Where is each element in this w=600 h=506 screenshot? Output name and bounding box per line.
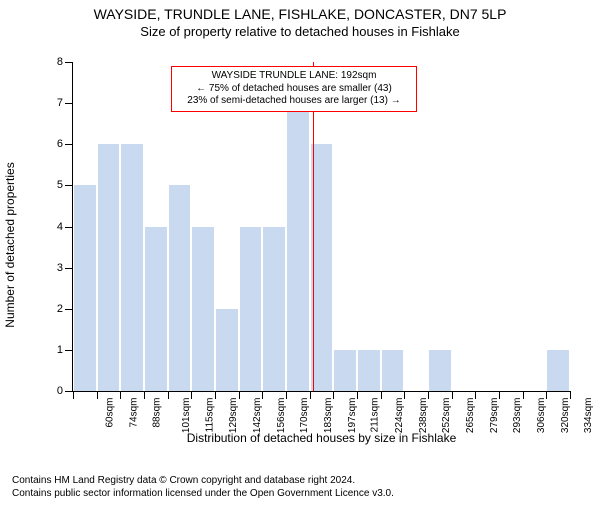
page-title: WAYSIDE, TRUNDLE LANE, FISHLAKE, DONCAST… [0,6,600,22]
x-tick [523,391,524,399]
y-axis-label: Number of detached properties [3,162,17,327]
x-tick-label: 238sqm [418,398,429,434]
bar [74,185,96,391]
x-tick [168,391,169,399]
y-tick-label: 5 [47,179,63,191]
x-tick-label: 60sqm [104,398,115,428]
x-tick [428,391,429,399]
x-tick [357,391,358,399]
bar [240,227,262,392]
chart-container: Number of detached properties Distributi… [28,54,588,436]
x-tick-label: 334sqm [583,398,594,434]
x-tick [144,391,145,399]
x-tick-label: 101sqm [181,398,192,434]
x-tick-label: 183sqm [323,398,334,434]
x-tick [310,391,311,399]
x-tick [73,391,74,399]
bar [311,144,333,391]
y-tick [65,309,73,310]
bar [121,144,143,391]
bar [547,350,569,391]
x-tick-label: 279sqm [489,398,500,434]
x-tick-label: 170sqm [299,398,310,434]
x-tick [475,391,476,399]
x-tick-label: 306sqm [536,398,547,434]
x-axis-label: Distribution of detached houses by size … [187,431,456,445]
bar [429,350,451,391]
bar [382,350,404,391]
bar [169,185,191,391]
y-tick [65,227,73,228]
x-tick [215,391,216,399]
bar [98,144,120,391]
x-tick-label: 197sqm [347,398,358,434]
x-tick-label: 129sqm [228,398,239,434]
y-tick-label: 8 [47,56,63,68]
x-tick [570,391,571,399]
y-tick [65,391,73,392]
x-tick-label: 252sqm [441,398,452,434]
x-tick-label: 224sqm [394,398,405,434]
y-tick-label: 2 [47,303,63,315]
bar [287,103,309,391]
footer-line-2: Contains public sector information licen… [12,487,394,500]
plot-area: Distribution of detached houses by size … [72,62,570,392]
y-tick [65,268,73,269]
x-tick [404,391,405,399]
x-tick-label: 293sqm [512,398,523,434]
x-tick-label: 156sqm [276,398,287,434]
x-tick-label: 115sqm [204,398,215,433]
y-tick [65,103,73,104]
bar [334,350,356,391]
x-tick [120,391,121,399]
x-tick [239,391,240,399]
x-tick-label: 74sqm [128,398,139,428]
page-subtitle: Size of property relative to detached ho… [0,24,600,39]
annotation-line: 23% of semi-detached houses are larger (… [178,95,410,108]
x-tick [452,391,453,399]
bar [263,227,285,392]
annotation-line: WAYSIDE TRUNDLE LANE: 192sqm [178,70,410,83]
x-tick [191,391,192,399]
x-tick-label: 142sqm [252,398,263,434]
x-tick-label: 88sqm [152,398,163,428]
y-tick-label: 7 [47,97,63,109]
x-tick [286,391,287,399]
y-tick-label: 3 [47,262,63,274]
x-tick [499,391,500,399]
y-tick [65,350,73,351]
y-tick-label: 4 [47,221,63,233]
y-tick [65,62,73,63]
footer-attribution: Contains HM Land Registry data © Crown c… [12,474,394,500]
bar [216,309,238,391]
x-tick-label: 265sqm [465,398,476,434]
x-tick [97,391,98,399]
bar [145,227,167,392]
x-tick-label: 211sqm [370,398,381,433]
y-tick [65,185,73,186]
annotation-box: WAYSIDE TRUNDLE LANE: 192sqm← 75% of det… [171,66,417,112]
x-tick [262,391,263,399]
bar [192,227,214,392]
y-tick [65,144,73,145]
y-tick-label: 0 [47,385,63,397]
x-tick-label: 320sqm [560,398,571,434]
x-tick [546,391,547,399]
annotation-line: ← 75% of detached houses are smaller (43… [178,83,410,96]
footer-line-1: Contains HM Land Registry data © Crown c… [12,474,394,487]
y-tick-label: 6 [47,138,63,150]
x-tick [381,391,382,399]
y-tick-label: 1 [47,344,63,356]
x-tick [333,391,334,399]
bar [358,350,380,391]
